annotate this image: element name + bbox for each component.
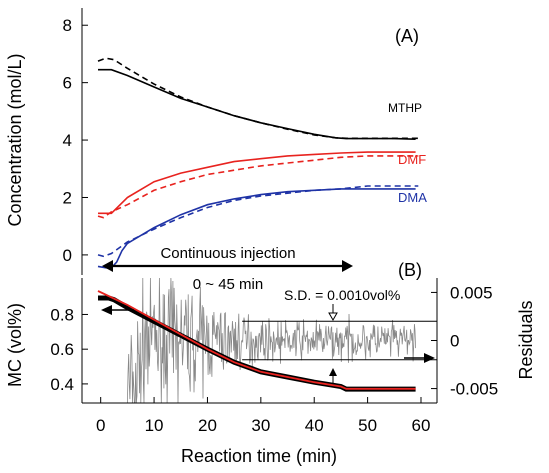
panel-a-y-tick-label: 8 xyxy=(63,16,72,35)
panel-a-label: (A) xyxy=(395,26,419,46)
panel-a-y-tick-label: 4 xyxy=(63,131,72,150)
panel-a-y-label: Concentration (mol/L) xyxy=(5,53,25,226)
injection-interval-label: 0 ~ 45 min xyxy=(193,276,263,293)
series-mthp-solid xyxy=(98,68,416,140)
x-ticks: 0 10 20 30 40 50 60 xyxy=(96,397,430,435)
x-tick-label: 40 xyxy=(305,416,324,435)
panel-a-y-ticks: 0 2 4 6 8 xyxy=(63,16,88,265)
injection-label: Continuous injection xyxy=(160,245,295,262)
panel-a-y-tick-label: 6 xyxy=(63,74,72,93)
series-dmf-dashed xyxy=(97,155,419,219)
legend-dmf: DMF xyxy=(398,152,426,167)
series-dmf-solid xyxy=(98,151,416,215)
panel-a-series xyxy=(97,57,419,269)
mc-fit-line xyxy=(97,290,416,390)
x-tick-label: 60 xyxy=(412,416,431,435)
panel-a: (A) 0 2 4 6 8 Concentration (mol/L) MTHP DMF… xyxy=(5,8,427,293)
sd-label-background xyxy=(278,283,458,303)
panel-b-y-tick-label: 0.4 xyxy=(50,375,74,394)
panel-b-y-ticks: 0.4 0.6 0.8 xyxy=(50,305,88,394)
left-axis-arrow-head xyxy=(101,305,112,315)
sd-arrow-bottom-head xyxy=(329,368,337,376)
sd-arrow-top-head xyxy=(328,312,338,322)
panel-a-y-tick-label: 0 xyxy=(63,246,72,265)
x-tick-label: 10 xyxy=(145,416,164,435)
x-axis-label: Reaction time (min) xyxy=(181,446,337,466)
panel-b-y-label: MC (vol%) xyxy=(5,303,25,387)
residuals-series xyxy=(127,277,416,404)
axis-pointer-arrows xyxy=(101,305,435,363)
x-tick-label: 50 xyxy=(358,416,377,435)
panel-a-y-tick-label: 2 xyxy=(63,188,72,207)
right-axis-arrow-head xyxy=(424,353,435,363)
panel-b-right-tick-label: -0.005 xyxy=(450,380,498,399)
panel-b-series xyxy=(97,290,416,392)
x-tick-label: 30 xyxy=(251,416,270,435)
panel-b: (B) S.D. = 0.0010vol% 0.40.60.8 -0.00500… xyxy=(5,260,536,466)
series-dma-dashed xyxy=(97,185,419,258)
panel-b-y-tick-label: 0.6 xyxy=(50,340,74,359)
sd-band xyxy=(242,320,437,361)
injection-arrow-right-head xyxy=(342,260,353,272)
panel-b-right-label: Residuals xyxy=(516,300,536,379)
sd-label: S.D. = 0.0010vol% xyxy=(284,287,400,303)
series-dma-solid xyxy=(97,188,416,269)
panel-b-y-tick-label: 0.8 xyxy=(50,305,74,324)
injection-arrow-left-head xyxy=(102,260,113,272)
legend-mthp: MTHP xyxy=(388,101,422,115)
series-mthp-dashed xyxy=(97,57,419,140)
panel-b-right-tick-label: 0.005 xyxy=(450,283,493,302)
x-tick-label: 20 xyxy=(198,416,217,435)
panel-b-right-ticks: -0.005 0 0.005 xyxy=(431,283,498,399)
injection-arrow xyxy=(102,260,353,272)
sd-band-arrows xyxy=(328,304,338,384)
residuals-line xyxy=(127,277,416,404)
panel-b-label: (B) xyxy=(398,260,422,280)
x-tick-label: 0 xyxy=(96,416,105,435)
panel-b-right-tick-label: 0 xyxy=(450,332,459,351)
legend-dma: DMA xyxy=(398,190,427,205)
